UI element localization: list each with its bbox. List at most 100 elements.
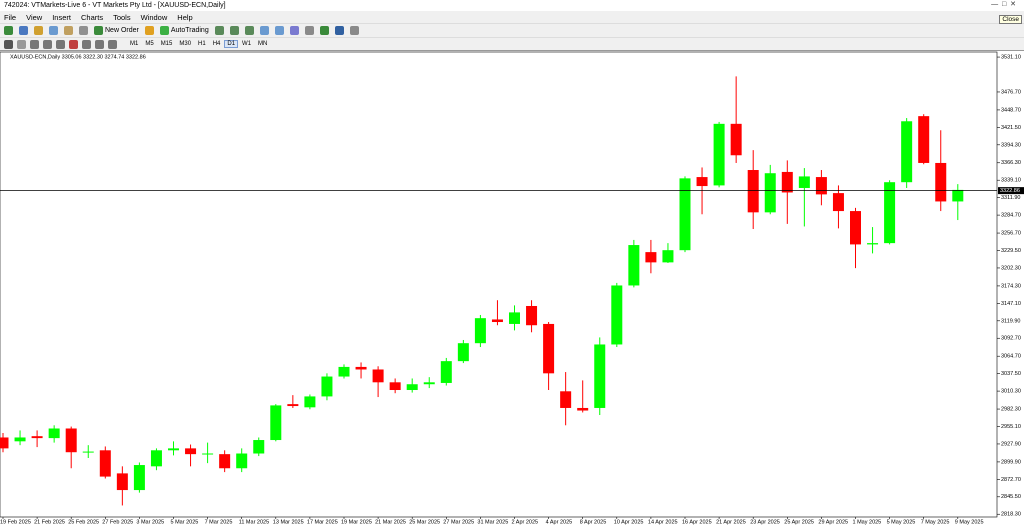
- menu-bar: File View Insert Charts Tools Window Help: [0, 11, 1024, 23]
- candle-body: [526, 305, 538, 326]
- y-tick-label: 3448.70: [1001, 107, 1021, 113]
- x-tick-label: 5 May 2025: [887, 519, 916, 525]
- candle-body: [406, 384, 418, 391]
- x-tick-label: 17 Mar 2025: [307, 519, 338, 525]
- timeframe-button[interactable]: M5: [145, 41, 154, 47]
- candle-body: [491, 319, 503, 323]
- y-tick-label: 3531.10: [1001, 55, 1021, 61]
- timeframe-button[interactable]: D1: [224, 40, 239, 48]
- candle-body: [0, 437, 9, 449]
- icon[interactable]: [214, 26, 224, 35]
- candle-body: [150, 450, 162, 467]
- timeframe-button[interactable]: H1: [198, 41, 206, 47]
- menu-item[interactable]: File: [4, 12, 17, 22]
- icon[interactable]: [17, 39, 26, 49]
- tooltip: Close: [999, 15, 1022, 24]
- candle-body: [253, 440, 265, 454]
- icon[interactable]: [19, 26, 28, 35]
- x-tick-label: 23 Apr 2025: [750, 519, 780, 525]
- candle-body: [116, 473, 128, 491]
- candle-body: [82, 451, 94, 453]
- x-tick-label: 21 Mar 2025: [375, 519, 406, 525]
- y-tick-label: 3366.30: [1001, 160, 1021, 166]
- icon[interactable]: [69, 39, 78, 49]
- icon[interactable]: [304, 26, 314, 35]
- icon[interactable]: [56, 39, 65, 49]
- icon: [159, 26, 169, 35]
- icon[interactable]: [79, 26, 88, 35]
- x-tick-label: 8 Apr 2025: [580, 519, 607, 525]
- timeframe-button[interactable]: M30: [179, 41, 192, 47]
- candle-body: [798, 176, 810, 188]
- icon[interactable]: [4, 39, 13, 49]
- y-tick-label: 3092.70: [1001, 336, 1021, 342]
- icon[interactable]: [244, 26, 254, 35]
- timeframe-button[interactable]: M15: [160, 41, 173, 47]
- candle-body: [304, 396, 316, 408]
- candle-body: [611, 285, 623, 345]
- candle-body: [918, 116, 930, 163]
- icon[interactable]: [64, 26, 73, 35]
- x-tick-label: 21 Feb 2025: [34, 519, 65, 525]
- menu-item[interactable]: Window: [140, 12, 168, 22]
- icon[interactable]: [49, 26, 58, 35]
- candle-body: [457, 343, 469, 362]
- icon[interactable]: [95, 39, 104, 49]
- menu-item[interactable]: View: [26, 12, 43, 22]
- candle-body: [99, 450, 111, 477]
- menu-item[interactable]: Help: [177, 12, 193, 22]
- y-tick-label: 3339.10: [1001, 178, 1021, 184]
- timeframe-button[interactable]: MN: [258, 41, 268, 47]
- y-tick-label: 3010.30: [1001, 389, 1021, 395]
- candle-body: [270, 405, 282, 441]
- candle-body: [764, 173, 776, 213]
- autotrading-button[interactable]: AutoTrading: [159, 26, 209, 35]
- icon[interactable]: [144, 26, 154, 35]
- x-tick-label: 16 Apr 2025: [682, 519, 712, 525]
- icon[interactable]: [334, 26, 344, 35]
- window-buttons[interactable]: — □ ✕: [991, 1, 1016, 8]
- x-tick-label: 19 Mar 2025: [341, 519, 372, 525]
- candle-body: [372, 369, 384, 383]
- candle-body: [713, 123, 725, 186]
- x-tick-label: 10 Apr 2025: [614, 519, 644, 525]
- icon[interactable]: [289, 26, 299, 35]
- candle-body: [815, 177, 827, 195]
- drawing-toolbar: M1 M5 M15 M30 H1 H4 D1 W1 MN: [0, 37, 1024, 51]
- y-tick-label: 3394.30: [1001, 142, 1021, 148]
- candle-body: [133, 465, 145, 491]
- candle-body: [781, 171, 793, 193]
- timeframe-button[interactable]: H4: [212, 41, 221, 47]
- icon[interactable]: [259, 26, 269, 35]
- x-tick-label: 25 Apr 2025: [784, 519, 814, 525]
- candle-body: [832, 193, 844, 212]
- new-order-button[interactable]: New Order: [94, 26, 139, 35]
- icon[interactable]: [229, 26, 239, 35]
- candle-body: [952, 189, 964, 202]
- y-tick-label: 2872.70: [1001, 477, 1021, 483]
- menu-item[interactable]: Charts: [80, 12, 104, 22]
- timeframe-group: M1 M5 M15 M30 H1 H4 D1 W1 MN: [127, 40, 270, 48]
- current-price-label: 3322.86: [1000, 188, 1020, 194]
- candle-body: [645, 252, 657, 263]
- candle-body: [747, 170, 759, 213]
- icon[interactable]: [349, 26, 359, 35]
- icon[interactable]: [82, 39, 91, 49]
- y-tick-label: 3119.90: [1001, 318, 1020, 324]
- timeframe-button[interactable]: W1: [242, 41, 252, 47]
- icon[interactable]: [30, 39, 39, 49]
- candle-body: [577, 407, 589, 411]
- icon[interactable]: [34, 26, 43, 35]
- timeframe-button[interactable]: M1: [130, 41, 139, 47]
- icon[interactable]: [108, 39, 117, 49]
- x-tick-label: 4 Apr 2025: [546, 519, 573, 525]
- menu-item[interactable]: Insert: [52, 12, 71, 22]
- button-label: New Order: [105, 27, 139, 34]
- icon[interactable]: [4, 26, 13, 35]
- icon[interactable]: [274, 26, 284, 35]
- candle-body: [48, 428, 60, 439]
- icon[interactable]: [43, 39, 52, 49]
- menu-item[interactable]: Tools: [113, 12, 131, 22]
- icon[interactable]: [319, 26, 329, 35]
- x-tick-label: 21 Apr 2025: [716, 519, 746, 525]
